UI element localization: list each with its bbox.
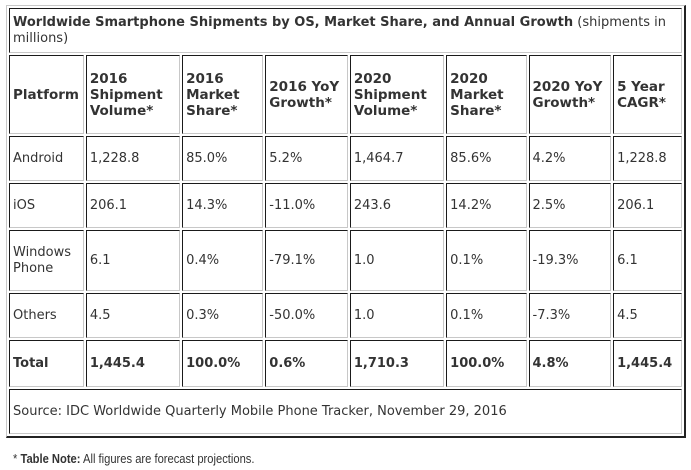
table-row: Others 4.5 0.3% -50.0% 1.0 0.1% -7.3% 4.… [9,293,682,338]
cell-2020-volume: 1.0 [349,230,445,291]
cell-platform: Windows Phone [9,230,84,291]
header-2020-yoy-growth: 2020 YoY Growth* [528,55,612,134]
cell-2016-growth: -50.0% [265,293,348,338]
table-row: Android 1,228.8 85.0% 5.2% 1,464.7 85.6%… [9,136,682,181]
cell-2016-growth: -11.0% [265,183,348,228]
total-row: Total 1,445.4 100.0% 0.6% 1,710.3 100.0%… [9,340,682,387]
table-footnote: * Table Note: All figures are forecast p… [13,451,255,466]
cell-platform: Android [9,136,84,181]
total-2020-volume: 1,710.3 [349,340,445,387]
cell-2016-volume: 6.1 [85,230,181,291]
cell-2016-volume: 1,228.8 [85,136,181,181]
cell-2016-volume: 206.1 [85,183,181,228]
total-2016-share: 100.0% [182,340,264,387]
cell-2020-share: 85.6% [446,136,527,181]
header-5-year-cagr: 5 Year CAGR* [613,55,682,134]
cell-2020-volume: 243.6 [349,183,445,228]
header-2020-shipment-volume: 2020 Shipment Volume* [349,55,445,134]
footnote-label: Table Note: [20,451,81,466]
total-label: Total [9,340,84,387]
header-2016-yoy-growth: 2016 YoY Growth* [265,55,348,134]
cell-2016-share: 85.0% [182,136,264,181]
cell-cagr: 206.1 [613,183,682,228]
table-row: iOS 206.1 14.3% -11.0% 243.6 14.2% 2.5% … [9,183,682,228]
cell-2016-growth: 5.2% [265,136,348,181]
cell-2016-share: 14.3% [182,183,264,228]
header-2016-market-share: 2016 Market Share* [182,55,264,134]
cell-2016-growth: -79.1% [265,230,348,291]
cell-platform: Others [9,293,84,338]
cell-2020-share: 0.1% [446,293,527,338]
total-2020-growth: 4.8% [528,340,612,387]
cell-2016-volume: 4.5 [85,293,181,338]
cell-2020-growth: 4.2% [528,136,612,181]
cell-cagr: 6.1 [613,230,682,291]
table-title-bold: Worldwide Smartphone Shipments by OS, Ma… [13,14,574,30]
cell-2020-share: 14.2% [446,183,527,228]
header-row: Platform 2016 Shipment Volume* 2016 Mark… [9,55,682,134]
cell-2020-volume: 1,464.7 [349,136,445,181]
total-cagr: 1,445.4 [613,340,682,387]
header-platform: Platform [9,55,84,134]
header-2020-market-share: 2020 Market Share* [446,55,527,134]
footnote-asterisk: * [13,451,21,466]
source-note: Source: IDC Worldwide Quarterly Mobile P… [9,389,682,434]
cell-2020-share: 0.1% [446,230,527,291]
cell-2020-volume: 1.0 [349,293,445,338]
cell-2016-share: 0.4% [182,230,264,291]
table-title: Worldwide Smartphone Shipments by OS, Ma… [9,8,682,53]
cell-2020-growth: 2.5% [528,183,612,228]
smartphone-shipments-table: Worldwide Smartphone Shipments by OS, Ma… [6,5,686,438]
cell-2020-growth: -19.3% [528,230,612,291]
cell-2016-share: 0.3% [182,293,264,338]
cell-cagr: 4.5 [613,293,682,338]
table-title-units: (shipments in millions) [13,14,666,46]
total-2016-growth: 0.6% [265,340,348,387]
total-2016-volume: 1,445.4 [85,340,181,387]
footnote-text: All figures are forecast projections. [80,451,255,466]
header-2016-shipment-volume: 2016 Shipment Volume* [85,55,181,134]
cell-cagr: 1,228.8 [613,136,682,181]
table-row: Windows Phone 6.1 0.4% -79.1% 1.0 0.1% -… [9,230,682,291]
cell-2020-growth: -7.3% [528,293,612,338]
total-2020-share: 100.0% [446,340,527,387]
cell-platform: iOS [9,183,84,228]
